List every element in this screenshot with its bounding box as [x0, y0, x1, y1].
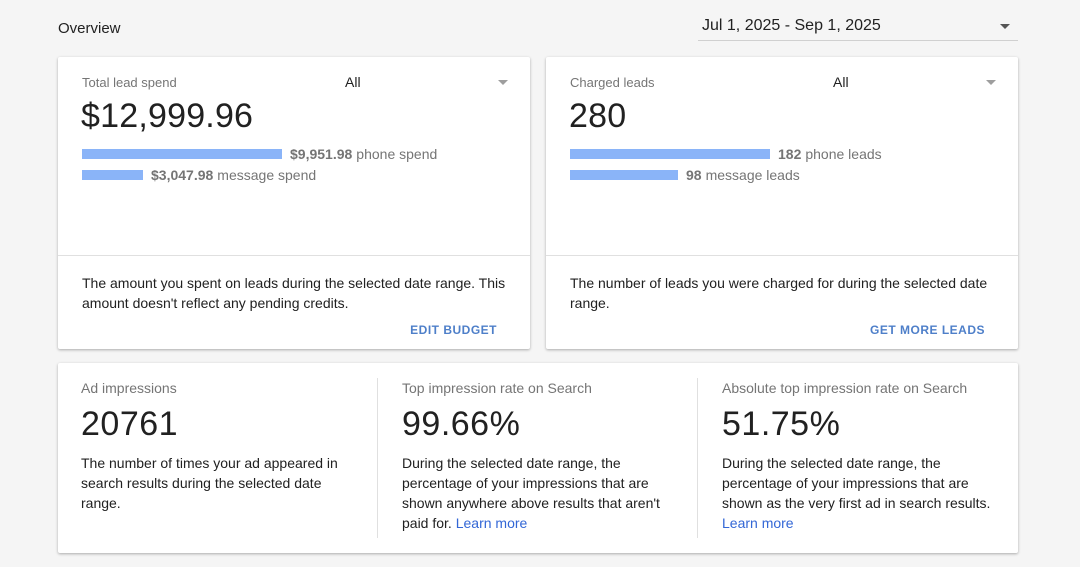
phone-spend-row: $9,951.98 phone spend — [82, 146, 437, 162]
metric-description-text: The number of times your ad appeared in … — [81, 455, 338, 511]
phone-leads-text: phone leads — [805, 146, 882, 162]
lead-spend-description: The amount you spent on leads during the… — [82, 275, 506, 311]
metric-label: Top impression rate on Search — [402, 380, 592, 396]
learn-more-link[interactable]: Learn more — [722, 515, 794, 531]
metric-description: During the selected date range, the perc… — [402, 453, 672, 533]
get-more-leads-button[interactable]: GET MORE LEADS — [869, 323, 985, 337]
metric-description-text: During the selected date range, the perc… — [722, 455, 991, 511]
charged-leads-card: Charged leads All 280 182 phone leads 98… — [546, 57, 1018, 349]
phone-leads-row: 182 phone leads — [570, 146, 882, 162]
charged-leads-description: The number of leads you were charged for… — [570, 275, 988, 311]
metric-label: Absolute top impression rate on Search — [722, 380, 968, 396]
lead-spend-summary: Total lead spend All $12,999.96 $9,951.9… — [58, 57, 530, 256]
message-leads-bar — [570, 170, 678, 180]
chevron-down-icon — [1000, 24, 1010, 29]
metric-value: 51.75% — [722, 405, 841, 443]
message-leads-row: 98 message leads — [570, 167, 800, 183]
metric-value: 99.66% — [402, 405, 521, 443]
charged-leads-summary: Charged leads All 280 182 phone leads 98… — [546, 57, 1018, 256]
card-label: Total lead spend — [82, 75, 177, 90]
charged-leads-filter[interactable]: All — [833, 74, 849, 90]
metric-absolute-top-impression-rate: Absolute top impression rate on Search 5… — [722, 363, 1012, 553]
page-title: Overview — [58, 20, 121, 37]
metric-value: 20761 — [81, 405, 179, 443]
metric-ad-impressions: Ad impressions 20761 The number of times… — [81, 363, 371, 553]
message-spend-bar — [82, 170, 143, 180]
phone-spend-amount: $9,951.98 — [290, 146, 353, 162]
edit-budget-button[interactable]: EDIT BUDGET — [410, 323, 497, 337]
message-leads-count: 98 — [686, 167, 702, 183]
charged-leads-total: 280 — [569, 97, 627, 135]
filter-dropdown-icon[interactable] — [498, 80, 510, 90]
phone-leads-bar — [570, 149, 770, 159]
phone-leads-count: 182 — [778, 146, 802, 162]
phone-spend-text: phone spend — [356, 146, 438, 162]
divider — [377, 378, 378, 538]
metric-top-impression-rate: Top impression rate on Search 99.66% Dur… — [402, 363, 692, 553]
message-spend-text: message spend — [217, 167, 317, 183]
learn-more-link[interactable]: Learn more — [455, 515, 528, 531]
metric-label: Ad impressions — [81, 380, 177, 396]
lead-spend-total: $12,999.96 — [81, 97, 254, 135]
phone-spend-bar — [82, 149, 282, 159]
lead-spend-card: Total lead spend All $12,999.96 $9,951.9… — [58, 57, 530, 349]
message-leads-text: message leads — [705, 167, 800, 183]
message-spend-amount: $3,047.98 — [151, 167, 214, 183]
divider — [697, 378, 698, 538]
card-label: Charged leads — [570, 75, 655, 90]
metric-description: During the selected date range, the perc… — [722, 453, 992, 533]
message-spend-row: $3,047.98 message spend — [82, 167, 316, 183]
impressions-card: Ad impressions 20761 The number of times… — [58, 363, 1018, 553]
date-range-text: Jul 1, 2025 - Sep 1, 2025 — [702, 17, 881, 34]
filter-dropdown-icon[interactable] — [986, 80, 998, 90]
date-range-picker[interactable]: Jul 1, 2025 - Sep 1, 2025 — [698, 12, 1018, 41]
lead-spend-filter[interactable]: All — [345, 74, 361, 90]
metric-description-text: During the selected date range, the perc… — [402, 455, 660, 531]
metric-description: The number of times your ad appeared in … — [81, 453, 351, 513]
